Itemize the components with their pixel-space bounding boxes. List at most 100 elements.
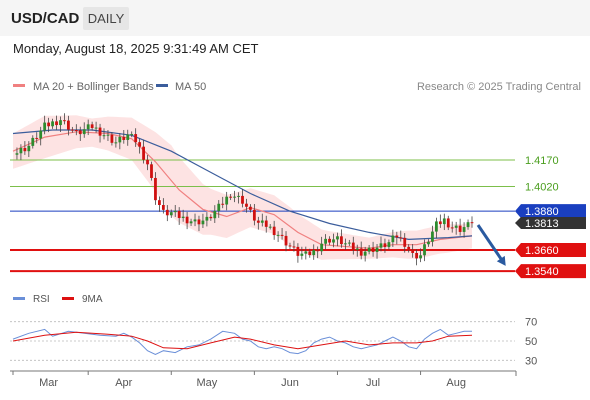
- legend-9ma-label: 9MA: [82, 294, 103, 305]
- candlesticks: [15, 113, 506, 266]
- symbol-title: USD/CAD: [11, 10, 80, 27]
- candle-body: [347, 242, 351, 244]
- candle-body: [27, 145, 31, 152]
- candle-body: [438, 221, 442, 225]
- x-axis-label-Jul: Jul: [366, 377, 380, 389]
- candle-body: [458, 225, 462, 232]
- candle-body: [43, 122, 47, 131]
- candle-body: [205, 216, 209, 221]
- candle-body: [221, 203, 225, 205]
- rsi-legend: RSI 9MA: [13, 294, 103, 305]
- candle-body: [462, 227, 466, 232]
- last-price-badge: [515, 217, 586, 229]
- candle-body: [130, 134, 134, 136]
- candle-body: [165, 209, 169, 216]
- candle-body: [118, 136, 122, 143]
- level-badge-1.3660: [515, 243, 586, 257]
- rsi-tick-50: 50: [525, 336, 537, 348]
- x-axis: Mar Apr May Jun Jul Aug: [10, 370, 517, 389]
- candle-body: [201, 220, 205, 225]
- candle-body: [419, 255, 422, 259]
- candle-body: [359, 248, 363, 256]
- candle-body: [296, 246, 300, 256]
- timeframe-badge[interactable]: DAILY: [83, 7, 129, 30]
- candle-body: [78, 130, 82, 135]
- candle-body: [158, 200, 161, 205]
- candle-body: [343, 243, 347, 245]
- candle-body: [15, 153, 19, 155]
- chart-header: USD/CAD DAILY: [0, 0, 590, 36]
- x-axis-label-Mar: Mar: [39, 377, 58, 389]
- candle-body: [340, 236, 343, 245]
- candle-body: [403, 237, 407, 247]
- candle-body: [466, 222, 470, 228]
- candle-body: [23, 147, 27, 152]
- candle-body: [312, 250, 316, 256]
- candle-body: [292, 246, 296, 248]
- candle-body: [90, 124, 94, 129]
- candle-body: [173, 210, 177, 213]
- candle-body: [229, 196, 233, 198]
- candle-body: [442, 218, 446, 225]
- candle-body: [74, 130, 78, 131]
- candle-body: [185, 216, 189, 224]
- legend-ma20-swatch: [13, 84, 25, 87]
- candle-body: [94, 127, 98, 129]
- candle-body: [150, 164, 153, 178]
- candle-body: [114, 142, 118, 144]
- candle-body: [154, 177, 157, 201]
- candle-body: [383, 243, 387, 248]
- candle-body: [237, 195, 240, 197]
- candle-body: [39, 130, 43, 139]
- candle-body: [47, 122, 51, 127]
- candle-body: [82, 129, 86, 135]
- candle-body: [225, 196, 229, 205]
- candle-body: [446, 218, 450, 228]
- level-label-1.4170: 1.4170: [525, 155, 559, 167]
- candle-body: [252, 209, 256, 221]
- candle-body: [288, 245, 292, 247]
- candle-body: [328, 238, 331, 243]
- bollinger-band-area: [13, 115, 472, 260]
- candle-body: [300, 253, 304, 256]
- level-labels: 1.4170 1.4020 1.3880 1.3660 1.3540 1.3813: [515, 155, 586, 279]
- candle-body: [375, 247, 379, 252]
- candle-body: [110, 134, 114, 143]
- candle-body: [35, 137, 39, 139]
- projection-arrow-shaft: [476, 224, 503, 261]
- candle-body: [134, 134, 138, 143]
- candle-body: [209, 216, 213, 219]
- candle-body: [434, 221, 438, 232]
- candle-body: [276, 234, 280, 236]
- candle-body: [454, 225, 458, 228]
- candle-body: [308, 251, 312, 256]
- level-badge-text-1.3660: 1.3660: [525, 245, 559, 257]
- candle-body: [102, 135, 106, 137]
- candle-body: [423, 244, 426, 256]
- candle-body: [431, 231, 434, 242]
- candle-body: [351, 242, 355, 250]
- level-badge-text-1.3880: 1.3880: [525, 206, 559, 218]
- candle-body: [387, 242, 391, 248]
- candle-body: [264, 220, 268, 227]
- candle-body: [256, 220, 260, 223]
- candle-body: [66, 120, 70, 130]
- last-price-text: 1.3813: [525, 218, 559, 230]
- candle-body: [193, 219, 197, 222]
- level-badge-text-1.3540: 1.3540: [525, 266, 559, 278]
- candle-body: [272, 226, 276, 236]
- candle-body: [336, 236, 339, 240]
- projection-arrow-head: [496, 255, 506, 266]
- candle-body: [86, 124, 90, 130]
- candle-body: [98, 127, 102, 136]
- candle-body: [106, 134, 110, 136]
- timestamp: Monday, August 18, 2025 9:31:49 AM CET: [13, 41, 259, 56]
- level-label-1.4020: 1.4020: [525, 181, 559, 193]
- legend-ma20-label: MA 20 + Bollinger Bands: [33, 81, 154, 93]
- candle-body: [233, 196, 236, 198]
- legend-ma50-label: MA 50: [175, 81, 206, 93]
- x-axis-label-Apr: Apr: [115, 377, 132, 389]
- candle-body: [63, 120, 66, 122]
- candle-body: [241, 195, 244, 204]
